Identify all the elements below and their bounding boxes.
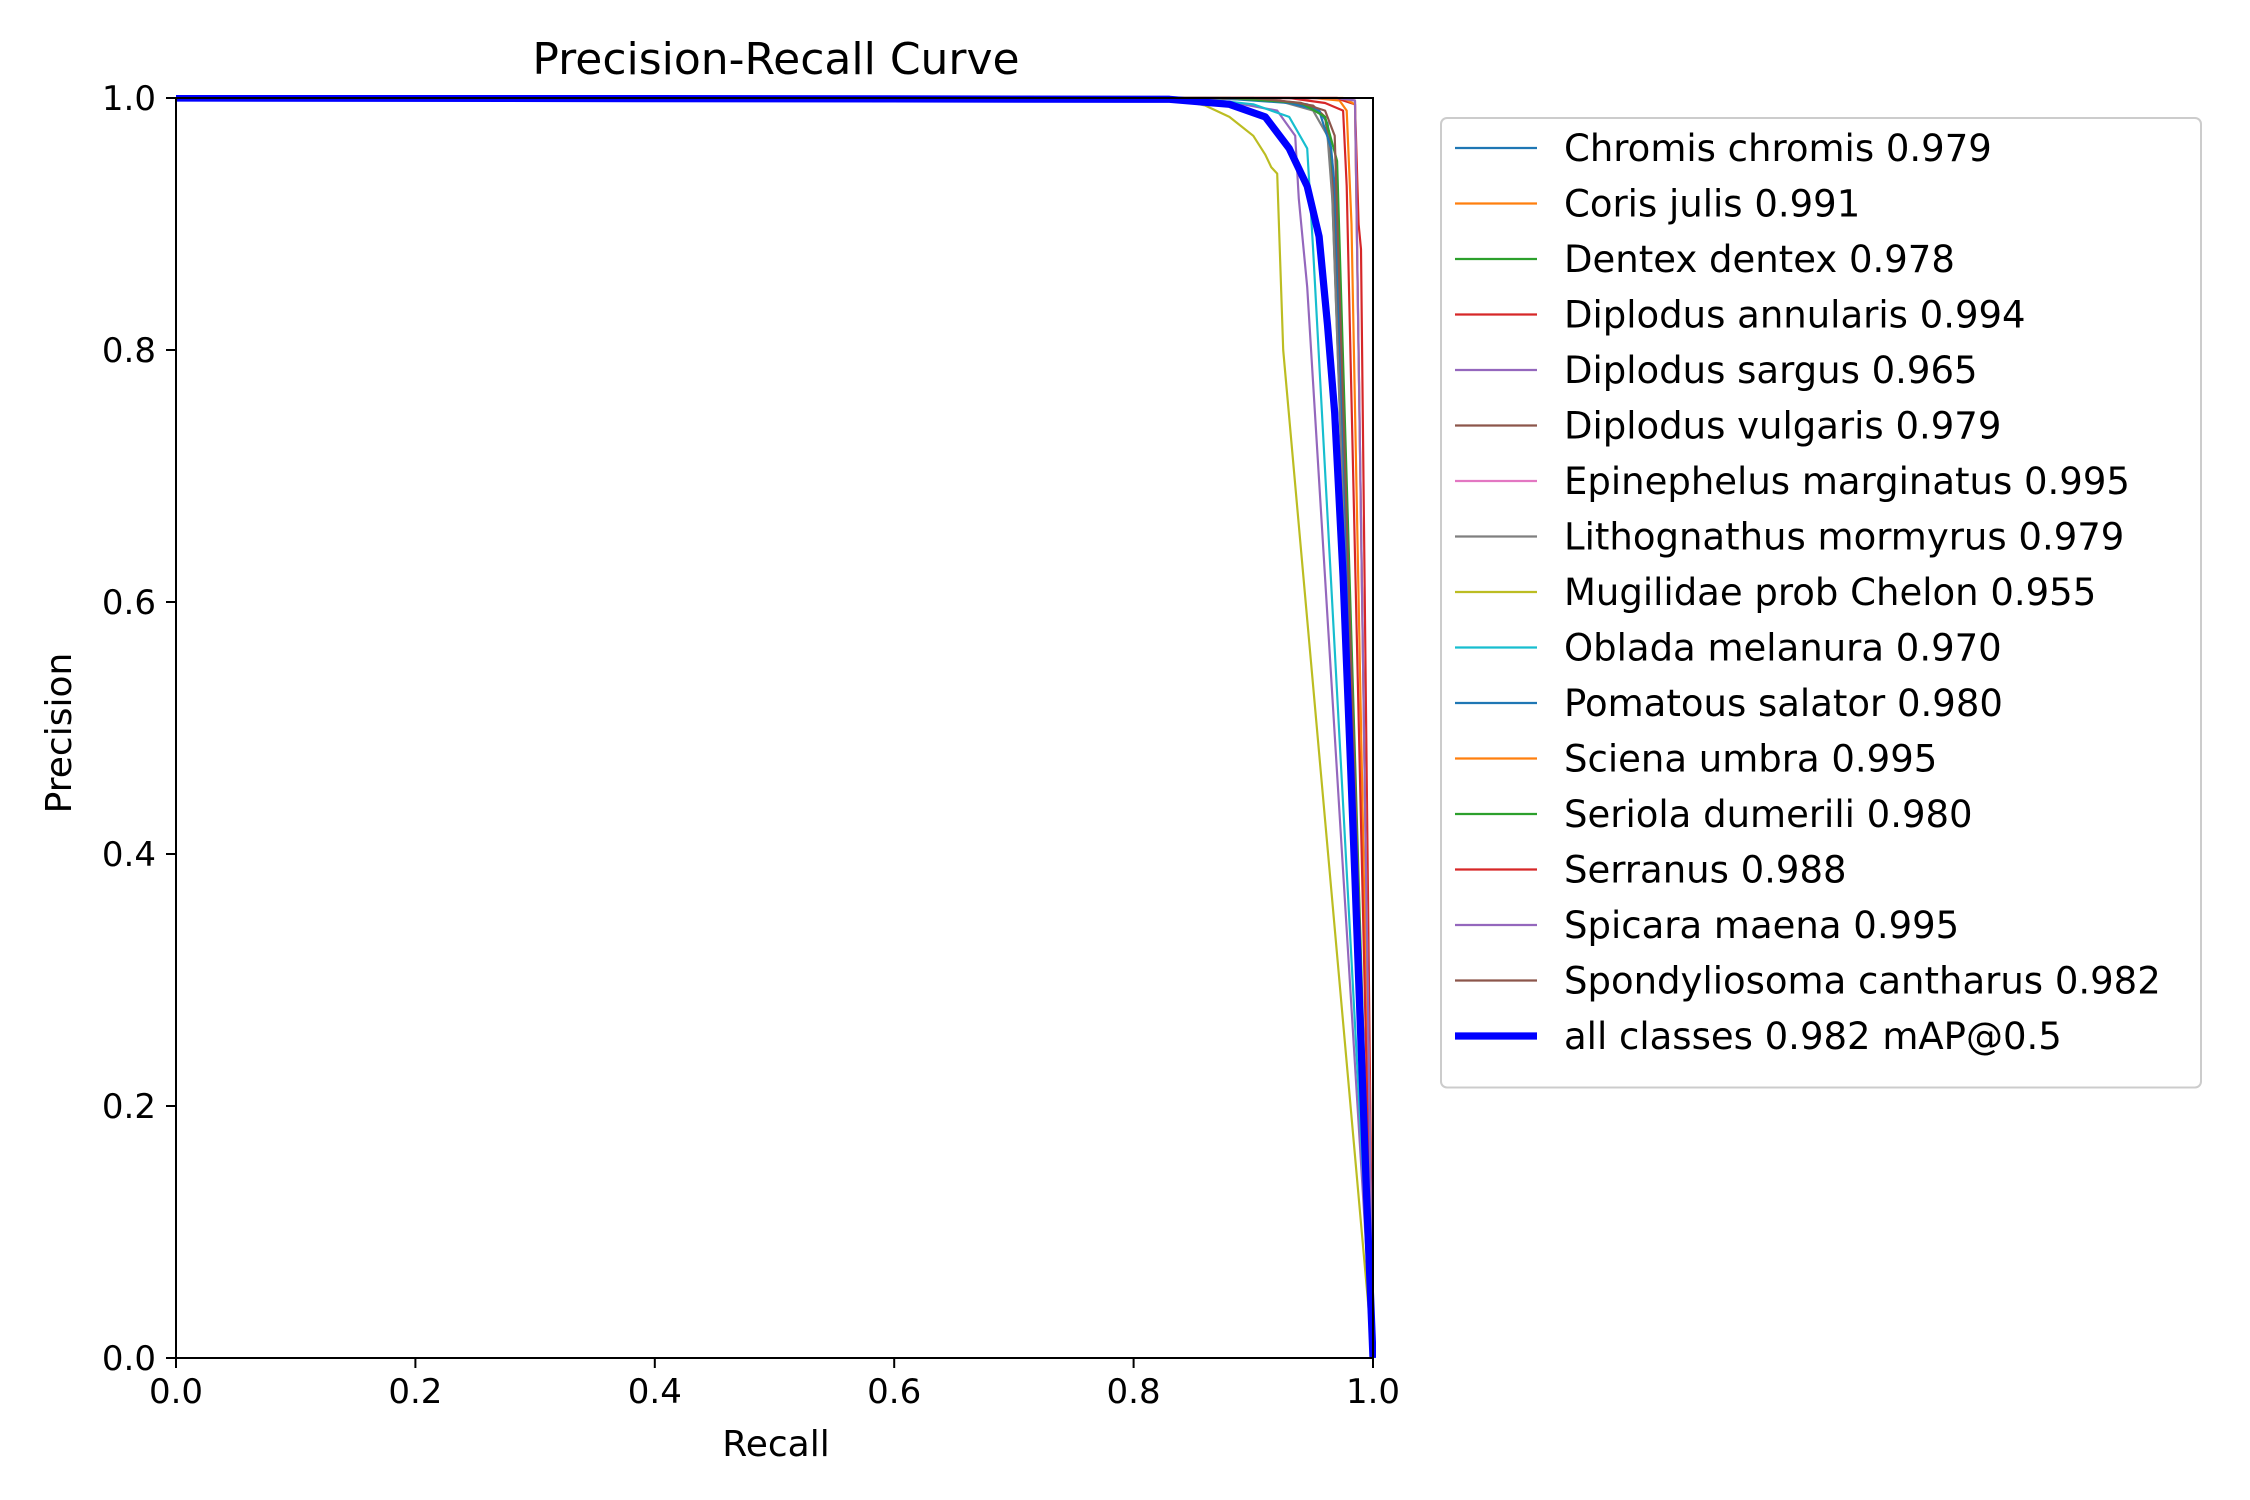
series-line-17 [176, 95, 1376, 1359]
legend-entry: Mugilidae prob Chelon 0.955 [1564, 571, 2096, 614]
chart-title: Precision-Recall Curve [532, 34, 1019, 85]
legend-entry: Chromis chromis 0.979 [1564, 127, 1992, 170]
y-tick-label: 0.8 [102, 331, 156, 371]
y-tick-label: 0.4 [102, 835, 156, 875]
x-tick-label: 0.0 [149, 1372, 203, 1412]
axes: 0.0 0.2 0.4 0.6 0.8 1.0 0.0 0.2 0.4 0.6 0.8 1.0 [102, 79, 1400, 1412]
x-tick-label: 0.2 [388, 1372, 442, 1412]
legend-entry: Sciena umbra 0.995 [1564, 738, 1937, 781]
legend-entry: Dentex dentex 0.978 [1564, 238, 1955, 281]
legend-entry: Coris julis 0.991 [1564, 183, 1860, 226]
legend-box [1440, 117, 2202, 1089]
legend-entry: Spondyliosoma cantharus 0.982 [1564, 960, 2161, 1003]
y-tick-label: 0.0 [102, 1339, 156, 1379]
y-tick-label: 0.2 [102, 1087, 156, 1127]
legend-entry: Diplodus sargus 0.965 [1564, 349, 1978, 392]
x-tick-label: 0.6 [867, 1372, 921, 1412]
y-axis-label: Precision [39, 653, 80, 814]
x-tick-label: 1.0 [1346, 1372, 1400, 1412]
x-tick-label: 0.4 [628, 1372, 682, 1412]
x-axis-label: Recall [722, 1424, 829, 1465]
legend-entry: Diplodus annularis 0.994 [1564, 294, 2026, 337]
legend-entry: Oblada melanura 0.970 [1564, 627, 2002, 670]
legend-entry: all classes 0.982 mAP@0.5 [1564, 1015, 2062, 1058]
legend-entry: Diplodus vulgaris 0.979 [1564, 405, 2001, 448]
legend-entry: Spicara maena 0.995 [1564, 904, 1959, 947]
legend-entry: Seriola dumerili 0.980 [1564, 793, 1973, 836]
x-tick-label: 0.8 [1107, 1372, 1161, 1412]
legend-entry: Serranus 0.988 [1564, 849, 1847, 892]
y-tick-label: 0.6 [102, 583, 156, 623]
legend-entry: Lithognathus mormyrus 0.979 [1564, 516, 2124, 559]
legend-entry: Pomatous salator 0.980 [1564, 682, 2003, 725]
legend-entry: Epinephelus marginatus 0.995 [1564, 460, 2130, 503]
y-tick-label: 1.0 [102, 79, 156, 119]
axes-frame [175, 97, 1374, 1359]
legend: Chromis chromis 0.979 Coris julis 0.991 De… [1440, 117, 2202, 1089]
